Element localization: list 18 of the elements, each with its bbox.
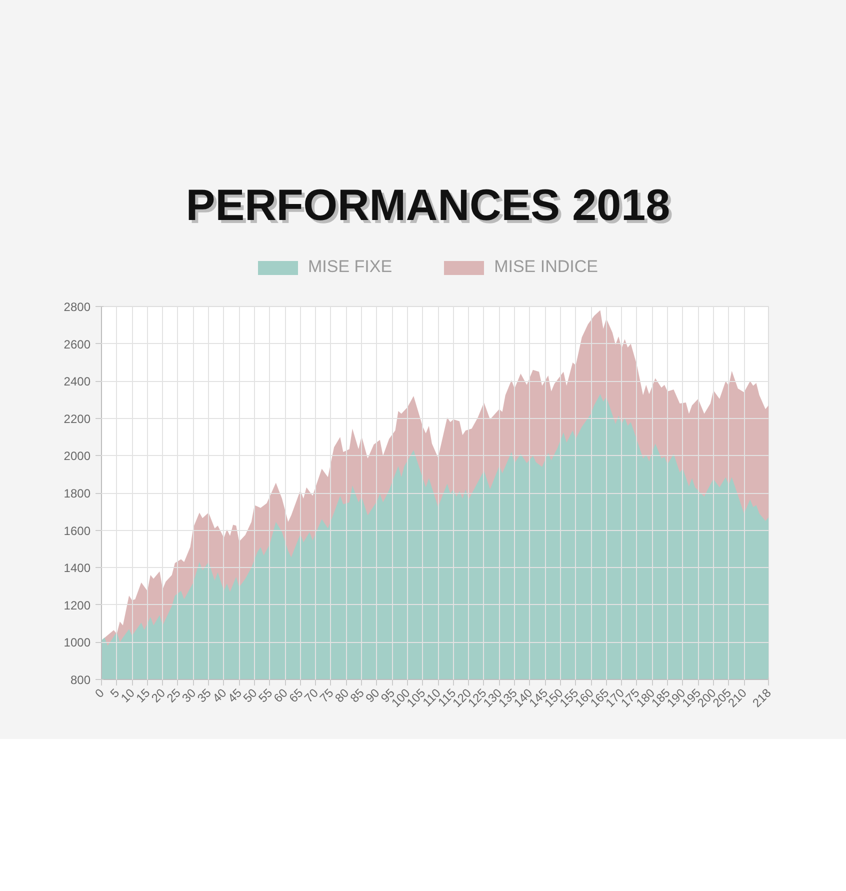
legend-label: MISE FIXE (308, 257, 392, 276)
legend-item: MISE FIXE (258, 255, 392, 280)
y-tick-label: 2200 (64, 412, 91, 426)
legend-label: MISE INDICE (494, 257, 598, 276)
y-tick-label: 1600 (64, 524, 91, 538)
legend-item: MISE INDICE (444, 255, 598, 280)
y-tick-label: 1200 (64, 598, 91, 612)
y-tick-label: 1400 (64, 561, 91, 576)
chart-title: PERFORMANCES 2018 (186, 180, 670, 232)
y-tick-label: 2400 (64, 374, 91, 389)
y-tick-label: 1000 (64, 636, 91, 650)
y-tick-label: 1800 (64, 486, 91, 500)
y-tick-label: 2600 (64, 337, 91, 352)
x-tick-label: 218 (750, 686, 774, 710)
x-tick-label: 0 (92, 686, 108, 701)
y-tick-label: 800 (70, 673, 91, 687)
y-tick-label: 2000 (64, 449, 91, 464)
y-tick-label: 2800 (64, 300, 91, 314)
